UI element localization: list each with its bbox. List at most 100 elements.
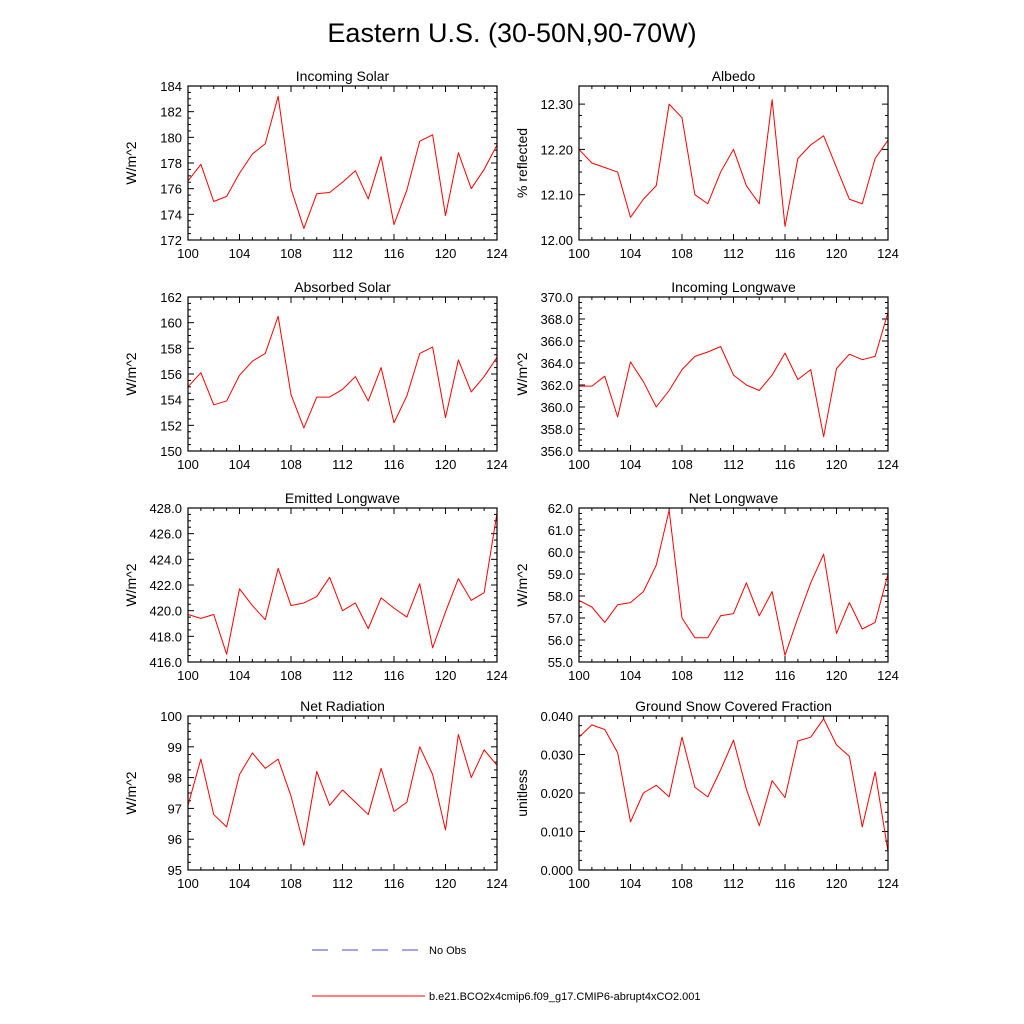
y-axis-label-ground-snow-covered-fraction: unitless — [514, 769, 530, 816]
plot-frame-absorbed-solar — [187, 296, 498, 452]
panel-title-net-radiation: Net Radiation — [300, 698, 385, 714]
y-tick-label: 97 — [168, 801, 182, 816]
y-tick-label: 0.040 — [540, 709, 573, 724]
series-line-absorbed-solar — [187, 315, 498, 429]
x-tick-label: 104 — [229, 246, 251, 261]
x-tick-label: 120 — [826, 457, 848, 472]
legend-model-label: b.e21.BCO2x4cmip6.f09_g17.CMIP6-abrupt4x… — [429, 991, 701, 1003]
x-tick-label: 104 — [620, 876, 642, 891]
series-line-emitted-longwave — [187, 513, 498, 655]
x-tick-label: 100 — [568, 668, 590, 683]
y-tick-label: 422.0 — [149, 578, 182, 593]
x-tick-label: 108 — [671, 246, 693, 261]
x-tick-label: 100 — [177, 668, 199, 683]
y-tick-label: 61.0 — [548, 523, 573, 538]
y-tick-label: 12.20 — [540, 142, 573, 157]
x-tick-label: 108 — [280, 246, 302, 261]
y-axis-label-incoming-longwave: W/m^2 — [514, 352, 530, 395]
panel-title-absorbed-solar: Absorbed Solar — [294, 279, 391, 295]
x-tick-label: 124 — [486, 246, 508, 261]
x-tick-label: 120 — [826, 668, 848, 683]
y-tick-label: 0.000 — [540, 863, 573, 878]
plot-frame-incoming-solar — [187, 85, 498, 241]
panel-title-albedo: Albedo — [712, 68, 756, 84]
panel-title-incoming-solar: Incoming Solar — [296, 68, 390, 84]
y-tick-label: 96 — [168, 832, 182, 847]
x-tick-label: 124 — [486, 457, 508, 472]
y-tick-label: 156 — [160, 367, 182, 382]
y-tick-label: 62.0 — [548, 501, 573, 516]
y-tick-label: 162 — [160, 290, 182, 305]
y-tick-label: 59.0 — [548, 567, 573, 582]
y-tick-label: 184 — [160, 79, 182, 94]
panel-net-radiation: Net Radiation W/m^2 100 104 108 112 116 120 124 9… — [123, 698, 508, 891]
y-tick-label: 416.0 — [149, 655, 182, 670]
x-tick-label: 116 — [384, 246, 405, 261]
x-tick-label: 104 — [229, 876, 251, 891]
panel-title-incoming-longwave: Incoming Longwave — [671, 279, 796, 295]
panel-net-longwave: Net Longwave W/m^2 100 104 108 112 116 120 124 55… — [514, 490, 899, 683]
x-tick-label: 100 — [568, 876, 590, 891]
y-axis-label-net-longwave: W/m^2 — [514, 563, 530, 606]
x-tick-label: 112 — [723, 876, 744, 891]
y-tick-label: 176 — [160, 182, 182, 197]
plot-frame-emitted-longwave — [187, 507, 498, 663]
y-tick-label: 152 — [160, 418, 182, 433]
x-tick-label: 120 — [435, 246, 457, 261]
y-tick-label: 150 — [160, 444, 182, 459]
y-tick-label: 418.0 — [149, 629, 182, 644]
panel-incoming-longwave: Incoming Longwave W/m^2 100 104 108 112 116 120… — [514, 279, 899, 472]
x-tick-label: 112 — [332, 246, 353, 261]
y-tick-label: 58.0 — [548, 589, 573, 604]
x-tick-label: 116 — [384, 876, 405, 891]
y-tick-label: 368.0 — [540, 312, 573, 327]
panel-ground-snow-covered-fraction: Ground Snow Covered Fraction unitless 100 1… — [514, 698, 899, 891]
panel-title-ground-snow-covered-fraction: Ground Snow Covered Fraction — [635, 698, 832, 714]
series-line-net-longwave — [578, 509, 889, 656]
y-tick-label: 95 — [168, 863, 182, 878]
y-tick-label: 420.0 — [149, 604, 182, 619]
y-tick-label: 0.010 — [540, 825, 573, 840]
series-line-ground-snow-covered-fraction — [578, 718, 889, 852]
y-tick-label: 60.0 — [548, 545, 573, 560]
panel-title-emitted-longwave: Emitted Longwave — [285, 490, 400, 506]
y-axis-label-emitted-longwave: W/m^2 — [123, 563, 139, 606]
y-tick-label: 0.030 — [540, 748, 573, 763]
x-tick-label: 104 — [620, 668, 642, 683]
y-tick-label: 424.0 — [149, 552, 182, 567]
plot-frame-net-radiation — [187, 715, 498, 871]
x-tick-label: 124 — [486, 876, 508, 891]
x-tick-label: 100 — [177, 457, 199, 472]
y-tick-label: 182 — [160, 105, 182, 120]
y-tick-label: 356.0 — [540, 444, 573, 459]
x-tick-label: 108 — [671, 457, 693, 472]
x-tick-label: 116 — [384, 668, 405, 683]
series-line-net-radiation — [187, 733, 498, 846]
y-tick-label: 174 — [160, 207, 182, 222]
panels-grid: Incoming Solar W/m^2 100 104 108 112 116 120 124… — [123, 68, 899, 891]
x-tick-label: 116 — [775, 668, 796, 683]
y-tick-label: 12.00 — [540, 233, 573, 248]
legend: No Obs b.e21.BCO2x4cmip6.f09_g17.CMIP6-a… — [312, 945, 701, 1003]
x-tick-label: 112 — [332, 876, 353, 891]
y-tick-label: 370.0 — [540, 290, 573, 305]
x-tick-label: 108 — [280, 668, 302, 683]
y-tick-label: 12.10 — [540, 188, 573, 203]
panel-absorbed-solar: Absorbed Solar W/m^2 100 104 108 112 116 120 124… — [123, 279, 508, 472]
y-axis-label-albedo: % reflected — [514, 128, 530, 198]
y-tick-label: 56.0 — [548, 633, 573, 648]
y-tick-label: 180 — [160, 130, 182, 145]
x-tick-label: 120 — [435, 876, 457, 891]
plot-frame-incoming-longwave — [578, 296, 889, 452]
y-tick-label: 360.0 — [540, 400, 573, 415]
x-tick-label: 100 — [177, 246, 199, 261]
panel-emitted-longwave: Emitted Longwave W/m^2 100 104 108 112 116 120 1… — [123, 490, 508, 683]
y-tick-label: 99 — [168, 740, 182, 755]
x-tick-label: 108 — [280, 876, 302, 891]
x-tick-label: 124 — [877, 668, 899, 683]
y-tick-label: 362.0 — [540, 378, 573, 393]
x-tick-label: 104 — [620, 457, 642, 472]
x-tick-label: 112 — [332, 668, 353, 683]
series-line-incoming-longwave — [579, 312, 889, 438]
y-tick-label: 55.0 — [548, 655, 573, 670]
